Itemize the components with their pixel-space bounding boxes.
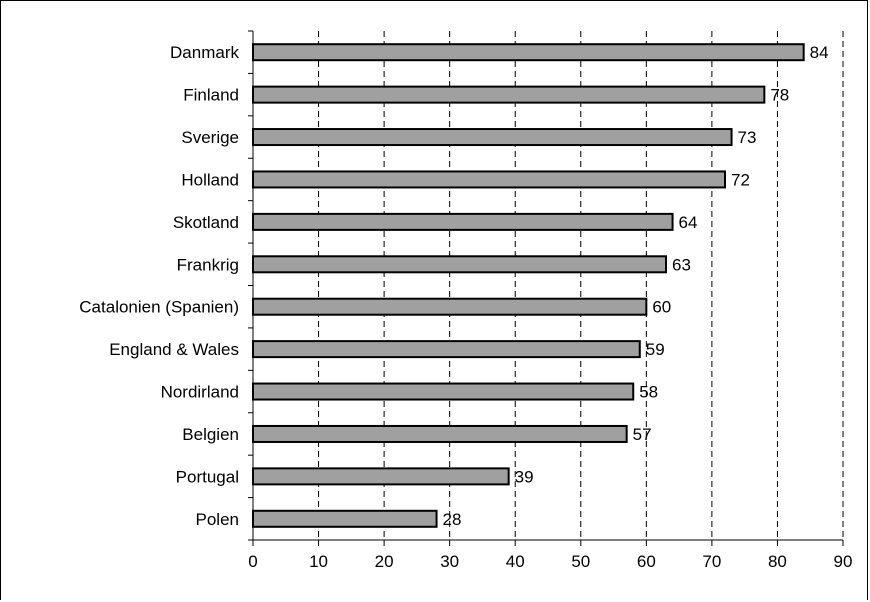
value-label: 72	[731, 170, 750, 189]
x-tick-label: 70	[702, 552, 721, 571]
bar-3	[252, 170, 726, 189]
x-tick-label: 0	[248, 552, 257, 571]
value-label: 59	[646, 340, 665, 359]
category-label: Portugal	[176, 467, 239, 486]
value-label: 63	[672, 255, 691, 274]
x-tick-label: 20	[375, 552, 394, 571]
category-label: England & Wales	[109, 340, 239, 359]
bar-7	[252, 340, 641, 359]
category-label: Sverige	[181, 128, 239, 147]
x-tick-label: 80	[768, 552, 787, 571]
category-label: Nordirland	[161, 383, 239, 402]
bar-1	[252, 85, 766, 104]
x-tick-label: 50	[571, 552, 590, 571]
bar-8	[252, 382, 635, 401]
category-label: Finland	[183, 86, 239, 105]
x-tick-label: 60	[637, 552, 656, 571]
bar-11	[252, 509, 438, 528]
x-tick-label: 10	[309, 552, 328, 571]
value-label: 60	[652, 298, 671, 317]
value-label: 84	[810, 43, 829, 62]
bar-4	[252, 212, 674, 231]
value-label: 39	[515, 467, 534, 486]
value-label: 73	[738, 128, 757, 147]
x-tick-label: 30	[440, 552, 459, 571]
bar-5	[252, 255, 667, 274]
bar-0	[252, 43, 805, 62]
value-label: 58	[639, 383, 658, 402]
bar-9	[252, 424, 628, 443]
value-label: 64	[679, 213, 698, 232]
category-label: Polen	[196, 510, 239, 529]
category-label: Skotland	[173, 213, 239, 232]
bar-2	[252, 128, 733, 147]
bar-6	[252, 297, 648, 316]
category-label: Belgien	[182, 425, 239, 444]
bar-10	[252, 467, 510, 486]
x-tick-label: 40	[506, 552, 525, 571]
value-label: 78	[770, 86, 789, 105]
value-label: 57	[633, 425, 652, 444]
category-label: Holland	[181, 170, 239, 189]
category-label: Frankrig	[177, 255, 239, 274]
category-label: Catalonien (Spanien)	[79, 298, 239, 317]
x-tick-label: 90	[834, 552, 853, 571]
category-label: Danmark	[170, 43, 239, 62]
value-label: 28	[443, 510, 462, 529]
